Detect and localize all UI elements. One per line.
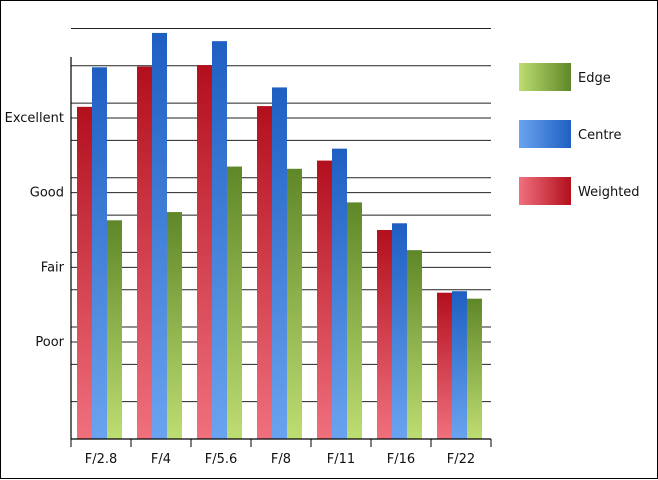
bars: [77, 32, 482, 440]
bar-edge-f-11: [347, 202, 362, 439]
bar-edge-f-5-6: [227, 166, 242, 439]
y-tick-label-excellent: Excellent: [5, 111, 64, 126]
bar-weighted-f-4: [137, 66, 152, 440]
legend-label-weighted: Weighted: [578, 185, 640, 200]
bar-centre-f-8: [272, 87, 287, 440]
x-tick-label-f-11: F/11: [327, 452, 355, 467]
bar-weighted-f-11: [317, 160, 332, 439]
x-axis-labels: F/2.8 F/4 F/5.6 F/8 F/11 F/16 F/22: [85, 452, 475, 467]
bar-weighted-f-8: [257, 106, 272, 439]
x-tick-label-f-2-8: F/2.8: [85, 452, 118, 467]
bar-centre-f-4: [152, 32, 167, 439]
legend-swatch-weighted: [519, 177, 571, 205]
y-tick-label-good: Good: [30, 186, 64, 201]
bar-centre-f-16: [392, 223, 407, 439]
y-tick-label-poor: Poor: [35, 335, 64, 350]
bar-weighted-f-2-8: [77, 106, 92, 439]
bar-edge-f-8: [287, 168, 302, 440]
legend-swatch-edge: [519, 63, 571, 91]
bar-edge-f-16: [407, 250, 422, 439]
bar-edge-f-2-8: [107, 220, 122, 439]
x-tick-label-f-5-6: F/5.6: [205, 452, 238, 467]
legend-label-centre: Centre: [578, 128, 621, 143]
bar-edge-f-4: [167, 212, 182, 439]
x-tick-label-f-16: F/16: [387, 452, 415, 467]
y-axis-labels: Poor Fair Good Excellent: [5, 111, 65, 350]
legend: Edge Centre Weighted: [519, 63, 640, 205]
bar-centre-f-2-8: [92, 67, 107, 440]
legend-label-edge: Edge: [578, 71, 611, 86]
bar-weighted-f-22: [437, 292, 452, 439]
bar-centre-f-5-6: [212, 41, 227, 440]
legend-swatch-centre: [519, 120, 571, 148]
bar-weighted-f-5-6: [197, 65, 212, 440]
x-tick-label-f-4: F/4: [151, 452, 171, 467]
bar-centre-f-22: [452, 291, 467, 439]
axes: [70, 57, 492, 447]
x-tick-label-f-8: F/8: [271, 452, 291, 467]
y-tick-label-fair: Fair: [41, 260, 65, 275]
x-tick-label-f-22: F/22: [447, 452, 475, 467]
bar-centre-f-11: [332, 148, 347, 439]
bar-edge-f-22: [467, 298, 482, 439]
bar-weighted-f-16: [377, 230, 392, 439]
